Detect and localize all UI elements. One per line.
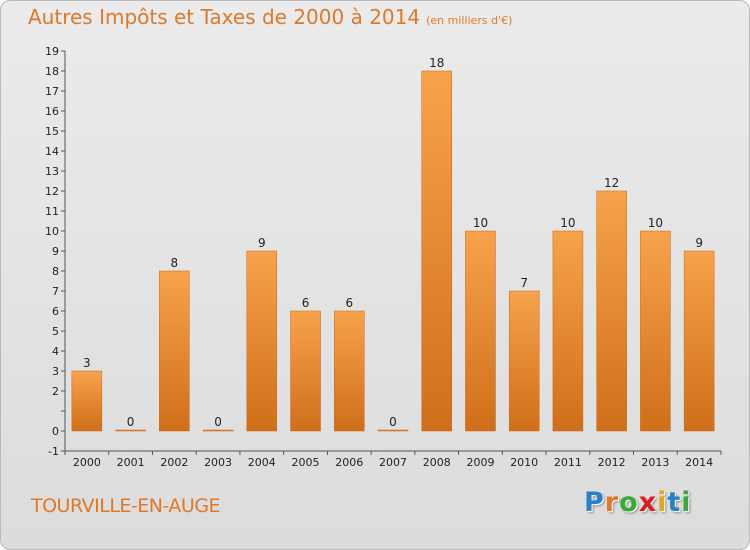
bar <box>159 270 190 432</box>
bar <box>596 190 627 432</box>
logo-letter: i <box>657 487 668 518</box>
chart-subtitle: (en milliers d'€) <box>426 14 513 27</box>
y-tick-label: 3 <box>52 365 59 378</box>
y-tick-label: 19 <box>45 45 59 58</box>
x-tick-label: 2008 <box>423 456 451 469</box>
bar-value-label: 0 <box>214 415 222 429</box>
y-tick-label: 0 <box>52 425 59 438</box>
y-tick-label: 14 <box>45 145 59 158</box>
bar-value-label: 10 <box>473 216 488 230</box>
proxiti-logo: Proxiti <box>584 487 692 518</box>
logo-letter: o <box>619 487 639 518</box>
bar-value-label: 10 <box>648 216 663 230</box>
y-tick-label: 18 <box>45 65 59 78</box>
x-tick-label: 2005 <box>292 456 320 469</box>
logo-letter: P <box>584 487 605 518</box>
bar-value-label: 9 <box>258 236 266 250</box>
bar <box>71 370 103 432</box>
x-tick-label: 2007 <box>379 456 407 469</box>
x-tick-label: 2009 <box>466 456 494 469</box>
x-tick-label: 2010 <box>510 456 538 469</box>
bar-value-label: 12 <box>604 176 619 190</box>
bar <box>508 290 540 432</box>
x-tick-label: 2011 <box>554 456 582 469</box>
y-tick-label: 9 <box>52 245 59 258</box>
chart-bars <box>71 70 715 432</box>
y-tick-label: 13 <box>45 165 59 178</box>
chart-axes: -1 0 2 3 4 5 6 7 8 9 10 11 12 13 14 15 16 17 18 19 2000 2001 2… <box>45 45 722 469</box>
bar <box>377 429 409 432</box>
bar <box>290 310 321 432</box>
bar-value-label: 10 <box>560 216 575 230</box>
logo-letter: r <box>604 487 620 518</box>
x-tick-label: 2004 <box>248 456 276 469</box>
y-tick-label: 10 <box>45 225 59 238</box>
y-tick-label: 17 <box>45 85 59 98</box>
bar-value-label: 6 <box>302 296 310 310</box>
logo-letter: x <box>638 487 658 518</box>
bar-value-label: 18 <box>429 56 444 70</box>
x-tick-label: 2014 <box>685 456 713 469</box>
bar-value-label: 9 <box>695 236 703 250</box>
y-tick-label: 5 <box>52 325 59 338</box>
x-tick-label: 2003 <box>204 456 232 469</box>
y-tick-label: 15 <box>45 125 59 138</box>
y-tick-label: 8 <box>52 265 59 278</box>
x-tick-label: 2006 <box>335 456 363 469</box>
logo-letter: i <box>681 487 692 518</box>
bar <box>552 230 584 432</box>
bar-value-label: 3 <box>83 356 91 370</box>
bar-value-label: 6 <box>345 296 353 310</box>
bar-value-label: 7 <box>520 276 528 290</box>
bar <box>640 230 671 432</box>
chart-title: Autres Impôts et Taxes de 2000 à 2014 <box>28 5 421 29</box>
y-tick-label: 6 <box>52 305 59 318</box>
y-tick-label: -1 <box>48 445 59 458</box>
bar-value-label: 0 <box>127 415 135 429</box>
bar-value-label: 0 <box>389 415 397 429</box>
bar <box>334 310 365 432</box>
y-tick-label: 4 <box>52 345 59 358</box>
bar <box>246 250 278 432</box>
logo-letter: t <box>667 487 682 518</box>
bar <box>421 70 452 432</box>
bar <box>115 429 146 432</box>
x-tick-label: 2000 <box>73 456 101 469</box>
x-tick-label: 2013 <box>641 456 669 469</box>
bar <box>202 429 234 432</box>
x-tick-label: 2012 <box>598 456 626 469</box>
bar <box>683 250 715 432</box>
y-tick-label: 12 <box>45 185 59 198</box>
y-tick-label: 11 <box>45 205 59 218</box>
x-tick-label: 2001 <box>117 456 145 469</box>
y-tick-label: 2 <box>52 385 59 398</box>
bar <box>465 230 496 432</box>
y-tick-label: 16 <box>45 105 59 118</box>
commune-name: TOURVILLE-EN-AUGE <box>31 495 221 517</box>
y-tick-label: 7 <box>52 285 59 298</box>
chart-labels: 3 0 8 0 9 6 6 0 18 10 7 10 12 10 9 <box>83 56 703 429</box>
bar-value-label: 8 <box>171 256 179 270</box>
x-tick-label: 2002 <box>160 456 188 469</box>
chart-title-row: Autres Impôts et Taxes de 2000 à 2014 (en… <box>28 5 512 29</box>
